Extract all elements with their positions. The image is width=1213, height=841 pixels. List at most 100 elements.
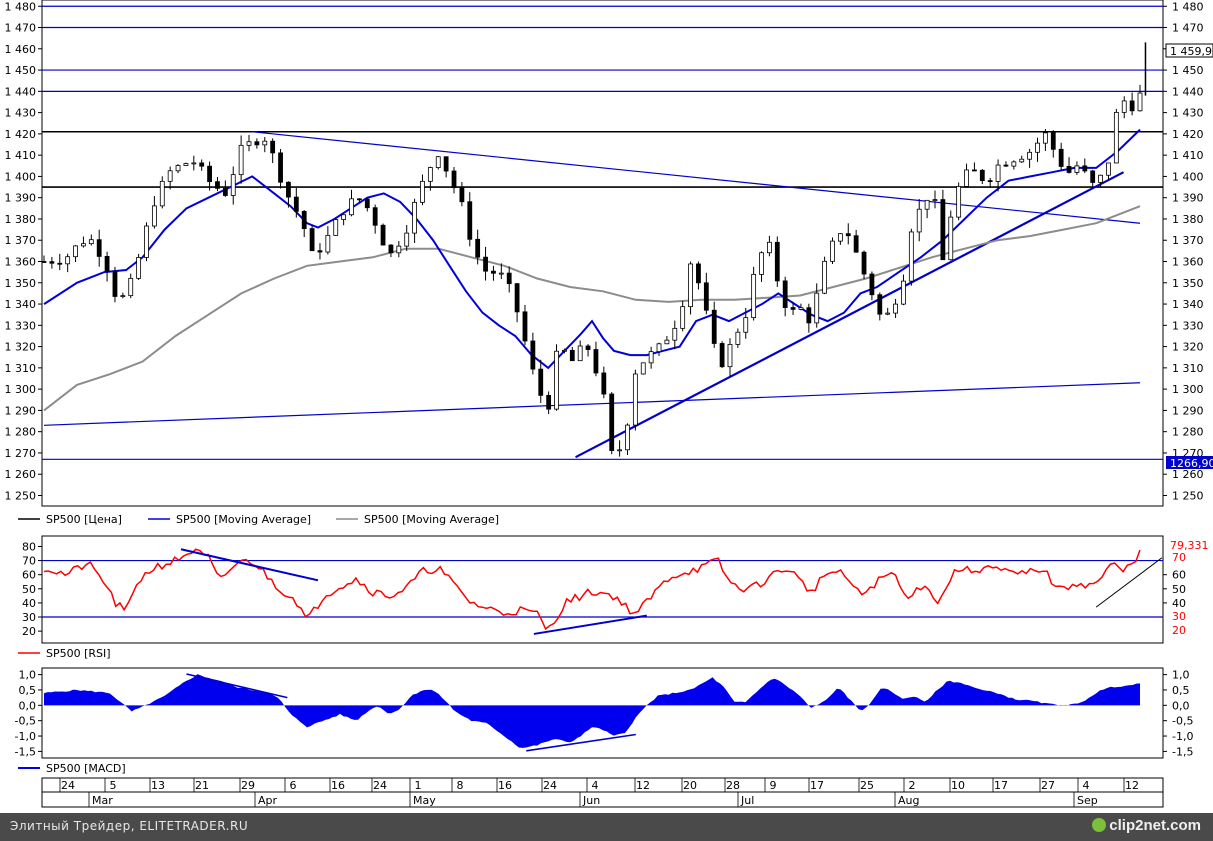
rsi-tick-label: 20 xyxy=(22,625,36,638)
price-candle-body xyxy=(1058,148,1064,167)
price-candle-body xyxy=(475,238,481,258)
price-tick-label: 1 380 xyxy=(1172,213,1204,226)
price-candle-body xyxy=(459,187,465,203)
price-candle-body xyxy=(372,207,378,226)
footer-brand-text: clip2net.com xyxy=(1109,817,1201,834)
price-candle-body xyxy=(1090,170,1096,183)
price-candle-body xyxy=(404,232,410,247)
price-candle-body xyxy=(916,208,922,233)
day-tick-label: 2 xyxy=(909,779,916,792)
price-candle-body xyxy=(396,245,402,254)
price-y-axis-left: 1 480 1 470 1 460 1 450 1 440 1 430 1 420 1 410… xyxy=(5,0,42,502)
legend-ma-slow-label: SP500 [Moving Average] xyxy=(364,513,499,526)
price-tick-label: 1 260 xyxy=(1172,468,1204,481)
price-candle-body xyxy=(65,256,71,265)
price-candle-body xyxy=(112,270,118,297)
day-tick-label: 8 xyxy=(457,779,464,792)
rsi-trend-lines xyxy=(180,548,1163,635)
price-candle-body xyxy=(893,303,898,314)
price-candle-body xyxy=(640,362,646,375)
price-candle-body xyxy=(680,306,686,329)
last-low-marker: 1266,90 xyxy=(1166,456,1213,470)
last-price-marker: 1 459,9 xyxy=(1165,43,1213,58)
rsi-legend: SP500 [RSI] xyxy=(18,647,111,660)
price-candle-body xyxy=(948,216,954,261)
price-candle-body xyxy=(151,205,157,227)
footer-brand[interactable]: clip2net.com xyxy=(1092,817,1201,834)
price-candle-body xyxy=(514,283,520,313)
price-candle-body xyxy=(420,180,425,203)
price-candle-body xyxy=(1066,166,1072,173)
price-candle-body xyxy=(735,331,741,345)
price-candle-body xyxy=(593,349,599,374)
price-tick-label: 1 280 xyxy=(1172,426,1204,439)
price-tick-label: 1 340 xyxy=(5,298,37,311)
price-candle-body xyxy=(538,368,544,396)
rsi-tick-label: 40 xyxy=(1172,597,1186,610)
legend-rsi-label: SP500 [RSI] xyxy=(46,647,111,660)
day-tick-label: 5 xyxy=(110,779,117,792)
price-candle-body xyxy=(632,373,638,426)
macd-legend: SP500 [MACD] xyxy=(18,762,126,775)
macd-y-axis-left: 1,0 0,5 0,0 -0,5 -1,0 -1,5 xyxy=(15,669,42,758)
macd-tick-label: -1,0 xyxy=(15,730,36,743)
price-candle-body xyxy=(317,250,323,253)
month-tick-label: Jun xyxy=(582,794,600,807)
price-candle-body xyxy=(798,307,804,310)
price-candle-body xyxy=(388,244,394,254)
macd-tick-label: 1,0 xyxy=(1172,669,1190,682)
time-axis-day-labels: 24 5 13 21 29 6 16 24 1 8 16 24 4 12 20 28 9 17 25 2 10 17 27 4… xyxy=(59,778,1139,792)
price-candle-body xyxy=(270,140,276,154)
price-candle-body xyxy=(688,263,693,308)
price-candle-body xyxy=(73,245,78,258)
price-candle-body xyxy=(790,307,796,310)
price-candle-body xyxy=(41,261,47,263)
price-candle-body xyxy=(759,252,764,275)
macd-tick-label: -0,5 xyxy=(15,715,36,728)
macd-tick-label: 1,0 xyxy=(19,669,37,682)
day-tick-label: 4 xyxy=(1083,779,1090,792)
price-candle-body xyxy=(136,257,142,279)
rsi-tick-label: 70 xyxy=(22,555,36,568)
price-candle-body xyxy=(1027,151,1033,160)
price-trend-lines xyxy=(43,131,1141,459)
price-candle-body xyxy=(830,240,835,262)
price-candle-body xyxy=(1050,132,1056,150)
price-candle-body xyxy=(1137,92,1143,112)
price-tick-label: 1 290 xyxy=(5,404,37,417)
price-candle-body xyxy=(81,243,86,247)
price-candle-body xyxy=(309,228,315,252)
rsi-tick-label: 50 xyxy=(1172,583,1186,596)
price-candle-body xyxy=(696,263,701,284)
price-tick-label: 1 310 xyxy=(1172,362,1204,375)
rsi-trend-line xyxy=(180,548,319,582)
day-tick-label: 17 xyxy=(994,779,1008,792)
price-candle-body xyxy=(199,162,205,167)
month-tick-label: May xyxy=(413,794,436,807)
price-tick-label: 1 330 xyxy=(1172,319,1204,332)
rsi-tick-label: 80 xyxy=(22,540,36,553)
price-tick-label: 1 410 xyxy=(1172,149,1204,162)
price-candle-body xyxy=(782,280,788,308)
price-candle-body xyxy=(144,225,149,258)
price-trend-line xyxy=(575,171,1125,459)
price-candle-body xyxy=(932,199,938,201)
day-tick-label: 4 xyxy=(592,779,599,792)
price-candle-body xyxy=(979,169,985,182)
price-candle-body xyxy=(191,162,197,165)
day-tick-label: 28 xyxy=(726,779,740,792)
price-candle-body xyxy=(435,156,441,168)
price-candle-body xyxy=(254,141,260,146)
time-axis: 24 5 13 21 29 6 16 24 1 8 16 24 4 12 20 28 9 17 25 2 10 17 27 4… xyxy=(41,777,1164,808)
price-candle-body xyxy=(443,156,449,172)
price-candles xyxy=(41,42,1147,457)
day-tick-label: 12 xyxy=(1125,779,1139,792)
price-trend-line xyxy=(43,382,1141,426)
rsi-last-value-label: 79,331 xyxy=(1170,539,1209,552)
price-tick-label: 1 390 xyxy=(5,192,37,205)
price-candle-body xyxy=(1019,158,1025,163)
price-candle-body xyxy=(767,241,772,254)
price-candle-body xyxy=(1106,162,1111,176)
rsi-tick-label: 40 xyxy=(22,597,36,610)
price-candle-body xyxy=(664,339,670,345)
